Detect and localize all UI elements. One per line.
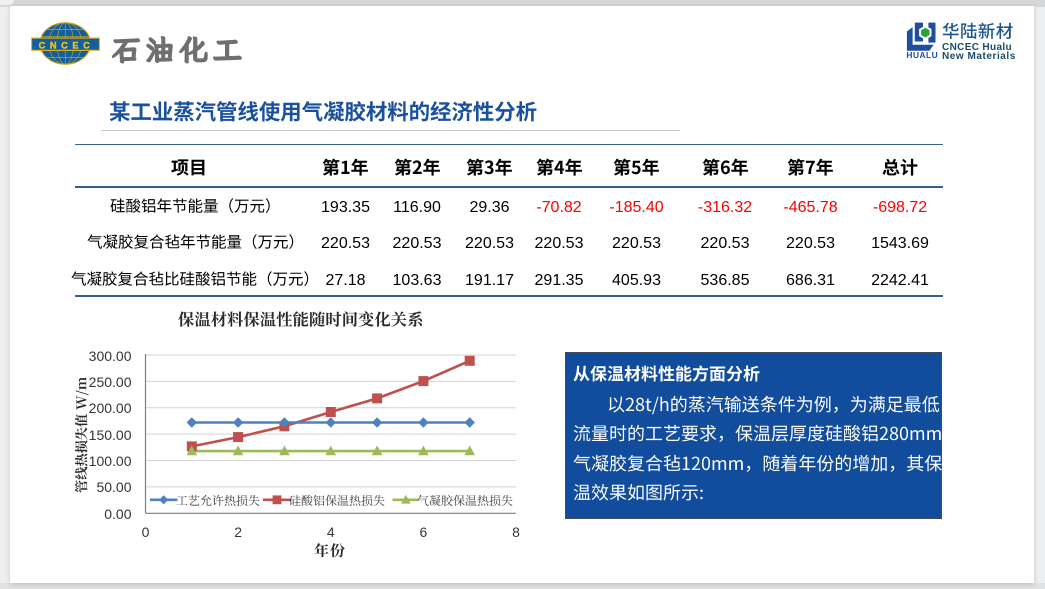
svg-text:HUALU: HUALU (906, 50, 938, 60)
svg-text:CNCEC: CNCEC (39, 40, 95, 50)
